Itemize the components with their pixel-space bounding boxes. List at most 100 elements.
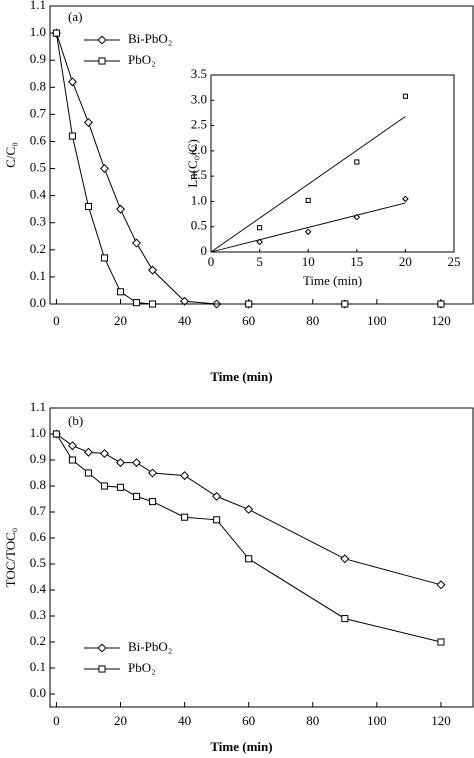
marker-square [52,430,60,438]
marker-square [52,29,60,37]
marker-diamond [436,580,446,590]
x-tick-label: 20 [399,254,412,269]
legend-label: PbO₂ [128,52,156,67]
marker-square [245,300,253,308]
y-tick-label: 0.7 [30,105,47,120]
x-tick-label: 80 [306,713,319,728]
marker-diamond [304,228,312,236]
marker-diamond [132,458,142,468]
marker-square [341,615,349,623]
marker-square [402,93,408,99]
x-tick-label: 60 [242,313,255,328]
marker-square [68,132,76,140]
y-tick-label: 1.5 [191,167,207,182]
y-tick-label: 0.1 [30,659,46,674]
y-tick-label: 0.2 [30,633,46,648]
x-tick-label: 120 [431,713,451,728]
marker-square [149,498,157,506]
y-tick-label: 0.8 [30,477,46,492]
y-axis-title: Ln(C₀/C) [185,139,200,188]
y-axis-title: C/C₀ [3,142,18,168]
x-tick-label: 40 [178,713,191,728]
x-tick-label: 100 [367,313,387,328]
marker-square [68,456,76,464]
panel-label: (a) [68,9,82,24]
y-tick-label: 0.8 [30,78,46,93]
x-tick-label: 40 [178,313,191,328]
marker-square [84,202,92,211]
x-tick-label: 100 [367,713,387,728]
y-tick-label: 0.6 [30,529,47,544]
y-tick-label: 0.9 [30,51,46,66]
x-tick-label: 20 [114,313,127,328]
series-line [55,433,442,643]
x-tick-label: 0 [53,713,60,728]
marker-diamond [99,164,109,174]
y-tick-label: 0.5 [30,160,46,175]
marker-diamond [148,265,158,275]
y-tick-label: 0.2 [30,241,46,256]
marker-diamond [115,204,126,214]
x-axis-title: Time (min) [210,369,272,384]
fit-line [210,202,406,253]
y-tick-label: 0.9 [30,451,46,466]
marker-square [437,638,445,646]
y-tick-label: 0.1 [30,268,46,283]
marker-square [149,300,157,308]
marker-diamond [353,213,361,221]
x-tick-label: 120 [431,313,451,328]
marker-diamond [115,458,126,468]
fit-line [210,116,406,253]
marker-diamond [67,441,77,451]
x-tick-label: 10 [302,254,315,269]
y-tick-label: 1.0 [30,425,46,440]
marker-diamond [180,296,190,306]
y-tick-label: 3.0 [191,91,207,106]
marker-square [132,492,141,500]
y-tick-label: 0.4 [30,581,47,596]
marker-square [354,159,360,165]
marker-square [116,288,125,296]
marker-diamond [256,238,263,246]
y-tick-label: 1.0 [30,24,46,39]
marker-diamond [148,468,158,478]
x-tick-label: 0 [53,313,60,328]
y-tick-label: 0.3 [30,607,46,622]
marker-square [100,482,109,490]
y-axis-title: TOC/TOC₀ [3,528,18,588]
y-tick-label: 0.7 [30,503,47,518]
series-line [55,33,441,305]
marker-diamond [99,448,109,459]
marker-diamond [402,195,409,203]
y-tick-label: 0.5 [191,218,207,233]
x-tick-label: 60 [242,713,255,728]
panel-label: (b) [68,413,83,428]
y-tick-label: 0.5 [30,555,46,570]
marker-square [84,469,92,477]
marker-diamond [67,77,77,87]
plot-frame [49,407,474,708]
y-tick-label: 0.6 [30,132,47,147]
marker-diamond [244,504,254,514]
marker-square [245,555,253,563]
marker-square [305,197,311,203]
plot-frame [210,74,455,253]
legend-marker [97,643,107,653]
marker-diamond [132,238,142,248]
marker-square [341,300,349,308]
legend-marker [97,35,107,45]
x-tick-label: 5 [256,254,263,269]
marker-square [181,513,189,521]
marker-square [116,483,125,491]
x-tick-label: 20 [114,713,127,728]
x-tick-label: 80 [306,313,319,328]
marker-square [437,300,445,308]
y-tick-label: 2.5 [191,117,207,132]
x-tick-label: 25 [448,254,461,269]
y-tick-label: 1.1 [30,399,46,414]
marker-square [132,299,141,307]
marker-square [257,225,263,231]
legend-marker [98,57,106,65]
marker-diamond [212,491,222,501]
